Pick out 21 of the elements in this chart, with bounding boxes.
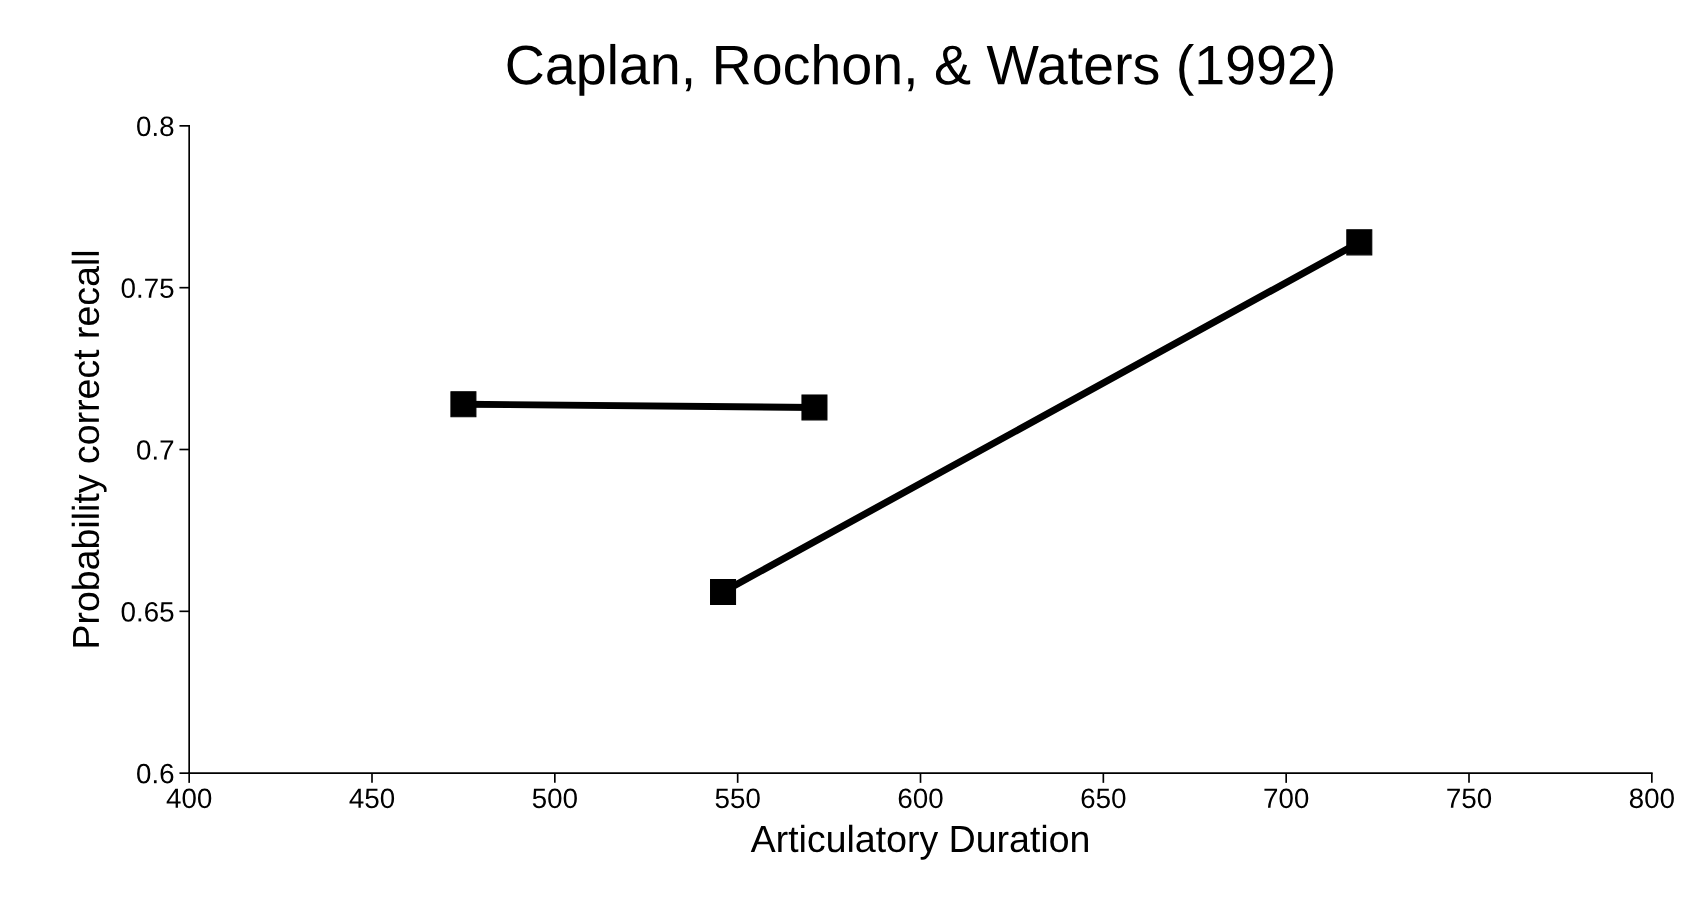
x-tick-label: 650 (1081, 788, 1126, 809)
point (450, 391, 477, 418)
point (1346, 229, 1373, 256)
y-tick-label: 0.6 (137, 763, 174, 784)
x-tick-label: 750 (1447, 788, 1492, 809)
y-axis-title: Probability correct recall (71, 251, 107, 647)
x-tick-label: 700 (1264, 788, 1309, 809)
x-tick-label: 500 (532, 788, 577, 809)
x-axis-title: Articulatory Duration (750, 824, 1088, 860)
x-tick-label: 800 (1629, 788, 1674, 809)
y-tick-label: 0.8 (137, 116, 174, 137)
y-tick-label: 0.75 (121, 278, 174, 299)
x-tick-label: 600 (898, 788, 943, 809)
x-tick-label: 550 (715, 788, 760, 809)
chart-title: Caplan, Rochon, & Waters (1992) (507, 43, 1333, 96)
x-tick-label: 450 (349, 788, 395, 809)
x-tick-label: 400 (166, 788, 212, 809)
point (801, 394, 828, 421)
y-tick-label: 0.7 (137, 440, 174, 460)
point (710, 578, 737, 605)
y-tick-label: 0.65 (121, 601, 174, 622)
